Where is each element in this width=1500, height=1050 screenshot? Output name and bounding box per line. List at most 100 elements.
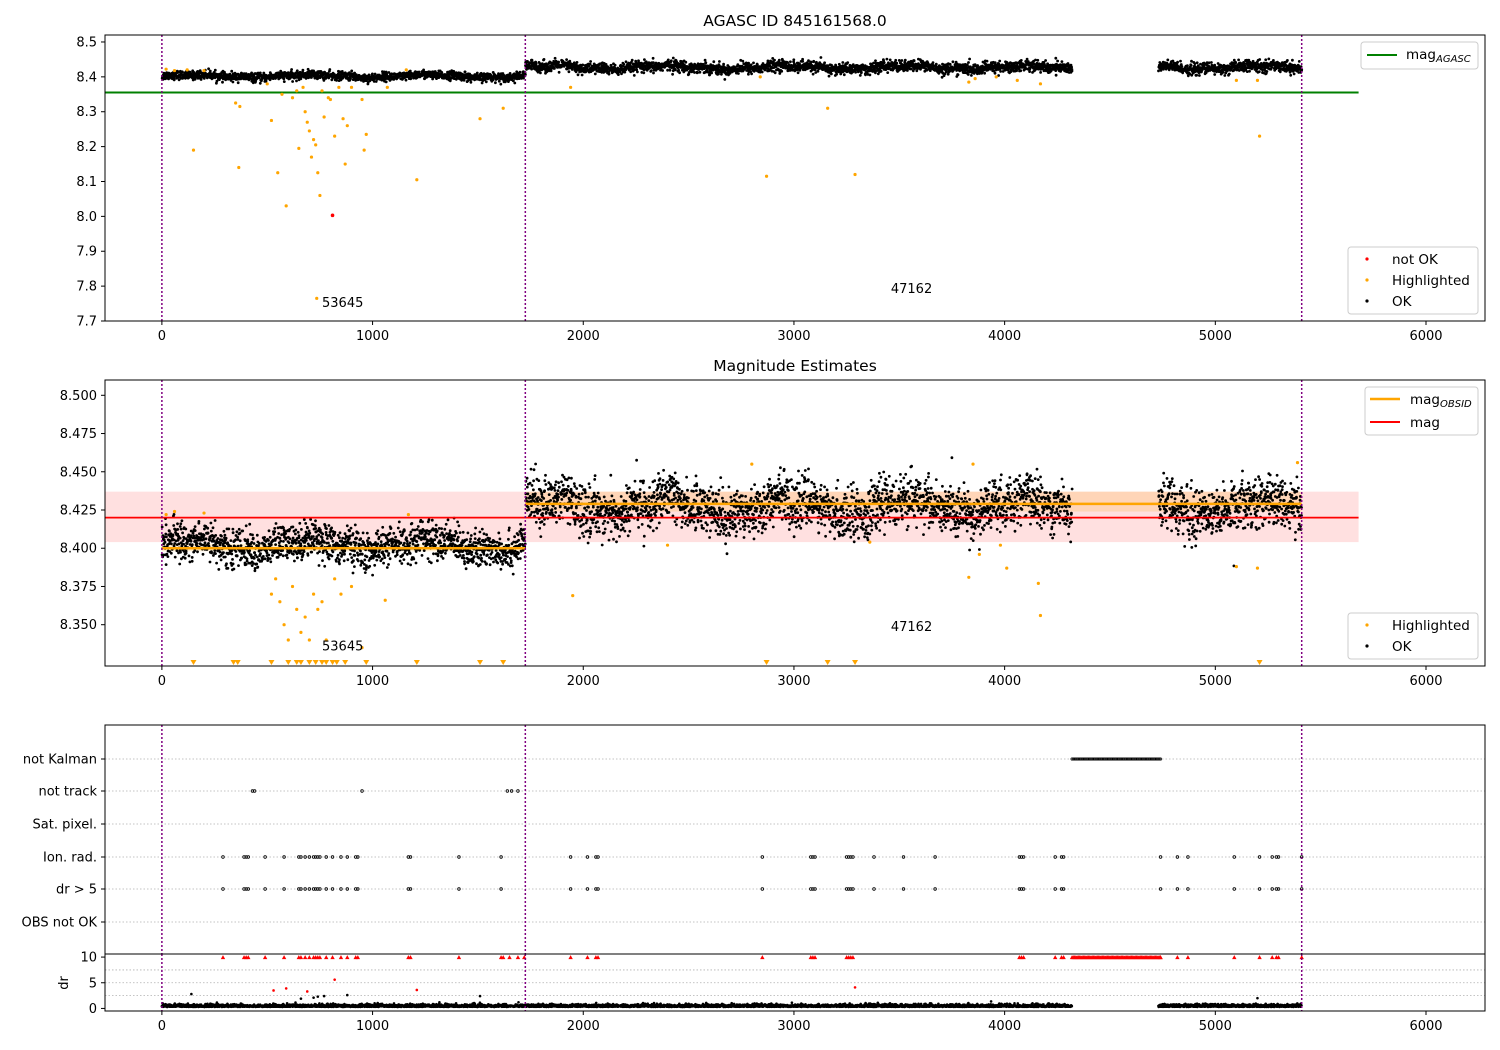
- agasc-highlighted-point: [318, 193, 322, 198]
- agasc-ok-point: [666, 58, 670, 62]
- agasc-ok-point: [884, 68, 888, 71]
- agasc-highlighted-point: [853, 172, 857, 177]
- agasc-ok-point: [796, 71, 800, 75]
- estimates-ok-point: [187, 554, 191, 558]
- agasc-ok-point: [1166, 58, 1170, 62]
- estimates-ok-point: [163, 540, 167, 544]
- agasc-ok-point: [1036, 58, 1040, 62]
- agasc-ok-point: [879, 69, 883, 73]
- estimates-ytick-label: 8.375: [60, 580, 97, 595]
- agasc-ok-point: [624, 60, 628, 64]
- estimates-ytick-label: 8.400: [60, 542, 97, 557]
- estimates-ok-point: [219, 558, 223, 562]
- estimates-ok-point: [203, 541, 207, 545]
- estimates-ok-point: [231, 558, 234, 561]
- agasc-highlighted-point: [309, 155, 314, 159]
- agasc-ok-point: [652, 71, 655, 75]
- agasc-ok-point: [588, 62, 592, 66]
- agasc-highlighted-point: [360, 97, 364, 102]
- agasc-ok-point: [312, 69, 315, 73]
- estimates-ok-point: [196, 550, 199, 554]
- agasc-mag-legend-label-sub: AGASC: [1435, 54, 1471, 65]
- estimates-xtick-label: 6000: [1409, 674, 1442, 689]
- agasc-ok-point: [1234, 61, 1238, 65]
- agasc-ok-point: [319, 70, 323, 73]
- estimates-ok-point: [235, 530, 239, 534]
- estimates-ok-point: [164, 532, 168, 536]
- agasc-ok-point: [846, 61, 850, 64]
- estimates-ok-point: [179, 522, 183, 526]
- agasc-xtick-label: 0: [158, 329, 166, 344]
- estimates-ok-point: [193, 549, 197, 552]
- agasc-ok-point: [350, 69, 354, 73]
- agasc-ok-point: [475, 71, 479, 75]
- agasc-xtick-label: 1000: [356, 329, 389, 344]
- agasc-ok-point: [382, 70, 386, 74]
- agasc-ok-point: [666, 68, 669, 72]
- agasc-highlighted-point: [295, 89, 299, 93]
- agasc-ok-point: [1039, 71, 1042, 74]
- estimates-ok-point: [202, 533, 206, 537]
- estimates-ok-point: [236, 535, 240, 539]
- agasc-ok-point: [1267, 57, 1271, 61]
- estimates-ok-point: [171, 534, 175, 538]
- agasc-ok-point: [622, 62, 626, 66]
- agasc-ok-point: [809, 60, 813, 64]
- estimates-ok-point: [231, 527, 235, 531]
- estimates-ok-point: [240, 556, 244, 560]
- agasc-ok-point: [999, 70, 1002, 73]
- agasc-highlighted-point: [478, 117, 482, 121]
- agasc-ok-point: [1044, 59, 1047, 62]
- estimates-ok-point: [178, 562, 182, 566]
- agasc-ok-point: [1221, 70, 1225, 74]
- agasc-ok-point: [1157, 69, 1160, 73]
- agasc-ok-point: [221, 80, 224, 84]
- agasc-ok-point: [993, 71, 997, 75]
- estimates-ok-point: [220, 534, 223, 538]
- agasc-ok-point: [1060, 60, 1064, 63]
- agasc-highlighted-point: [1015, 78, 1019, 82]
- estimates-ok-point: [213, 519, 217, 522]
- agasc-ok-point: [377, 73, 381, 77]
- estimates-ok-point: [235, 554, 239, 558]
- agasc-xtick-label: 6000: [1409, 329, 1442, 344]
- agasc-highlighted-point: [265, 82, 269, 86]
- agasc-highlighted-point: [202, 68, 206, 73]
- agasc-ok-point: [371, 72, 374, 76]
- agasc-highlighted-point: [172, 68, 177, 73]
- agasc-ok-point: [643, 58, 646, 61]
- agasc-ok-point: [295, 69, 299, 73]
- agasc-ok-point: [230, 69, 234, 73]
- agasc-ok-point: [882, 61, 886, 64]
- agasc-ok-point: [557, 70, 561, 74]
- estimates-ok-point: [164, 523, 168, 527]
- agasc-ok-point: [463, 70, 467, 74]
- estimates-xtick-label: 0: [158, 674, 166, 689]
- agasc-highlighted-point: [238, 104, 242, 109]
- agasc-ok-point: [466, 79, 470, 83]
- estimates-ok-point: [190, 559, 194, 563]
- estimates-ok-point: [214, 534, 218, 537]
- agasc-ok-point: [636, 70, 639, 74]
- agasc-ok-point: [678, 71, 681, 75]
- estimates-ok-point: [206, 526, 210, 530]
- estimates-ok-point: [160, 525, 164, 529]
- estimates-ok-point: [178, 525, 182, 528]
- agasc-ok-point: [710, 71, 713, 75]
- agasc-ok-point: [1179, 59, 1182, 63]
- agasc-ok-point: [703, 58, 707, 62]
- agasc-ok-point: [499, 82, 503, 86]
- agasc-ok-point: [207, 67, 211, 71]
- legend-highlighted-label: Highlighted: [1392, 273, 1470, 289]
- estimates-ok-point: [206, 531, 210, 535]
- agasc-highlighted-point: [284, 204, 288, 208]
- agasc-ok-point: [630, 58, 634, 62]
- agasc-ok-point: [722, 62, 725, 66]
- estimates-ok-point: [189, 539, 193, 543]
- agasc-ok-point: [1056, 59, 1059, 63]
- agasc-ok-point: [387, 71, 391, 74]
- agasc-ok-point: [250, 71, 254, 75]
- agasc-ok-point: [258, 71, 262, 75]
- estimates-ok-point: [193, 525, 197, 528]
